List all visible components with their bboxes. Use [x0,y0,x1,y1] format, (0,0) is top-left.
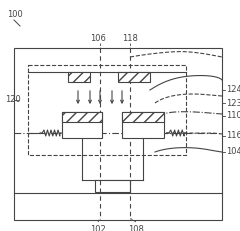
Text: 108: 108 [128,225,144,231]
Bar [122,112,164,138]
Text: 118: 118 [122,34,138,43]
Text: 100: 100 [7,10,23,19]
Bar [62,112,102,122]
Bar [28,65,186,155]
Bar [122,112,164,122]
Text: 116: 116 [226,131,240,140]
Text: 106: 106 [90,34,106,43]
Text: 123: 123 [226,98,240,107]
Text: 104: 104 [226,148,240,156]
Bar [95,180,130,192]
Bar [14,48,222,220]
Text: 120: 120 [5,95,21,104]
Bar [118,72,150,82]
Bar [62,112,102,138]
Text: 102: 102 [90,225,106,231]
Text: 110: 110 [226,112,240,121]
Text: 124: 124 [226,85,240,94]
Bar [68,72,90,82]
